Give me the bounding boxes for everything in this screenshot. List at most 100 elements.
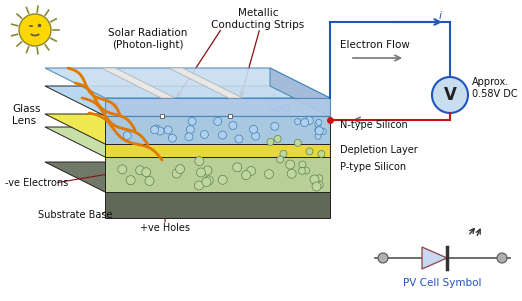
Circle shape — [136, 166, 145, 175]
Circle shape — [151, 126, 159, 134]
Polygon shape — [270, 127, 330, 192]
Circle shape — [271, 95, 277, 101]
Circle shape — [318, 150, 325, 157]
Circle shape — [169, 134, 176, 142]
Text: Electron Flow: Electron Flow — [340, 40, 410, 50]
Circle shape — [123, 132, 131, 140]
Circle shape — [195, 157, 204, 166]
Circle shape — [269, 109, 276, 115]
Circle shape — [302, 167, 310, 174]
Circle shape — [378, 253, 388, 263]
Circle shape — [294, 119, 301, 125]
Polygon shape — [160, 114, 164, 118]
Circle shape — [204, 176, 213, 185]
Circle shape — [252, 132, 259, 140]
Circle shape — [432, 77, 468, 113]
Text: Solar Radiation
(Photon-light): Solar Radiation (Photon-light) — [108, 28, 188, 50]
Circle shape — [200, 130, 208, 138]
Circle shape — [126, 176, 135, 185]
Text: N-type Silicon: N-type Silicon — [340, 120, 408, 130]
Text: +ve Holes: +ve Holes — [140, 223, 190, 233]
Circle shape — [235, 135, 243, 143]
Circle shape — [145, 176, 154, 185]
Circle shape — [188, 117, 196, 125]
Circle shape — [312, 182, 321, 191]
Circle shape — [267, 138, 274, 145]
Text: -ve Electrons: -ve Electrons — [5, 178, 68, 188]
Circle shape — [316, 119, 322, 125]
Polygon shape — [422, 247, 447, 269]
Circle shape — [287, 169, 296, 178]
Polygon shape — [228, 114, 232, 118]
Circle shape — [299, 161, 306, 168]
Circle shape — [196, 168, 206, 177]
Circle shape — [156, 127, 164, 135]
Circle shape — [195, 181, 204, 190]
Circle shape — [246, 166, 256, 175]
Circle shape — [213, 117, 222, 126]
Polygon shape — [45, 86, 330, 116]
Circle shape — [19, 14, 51, 46]
Circle shape — [142, 168, 151, 177]
Text: Depletion Layer: Depletion Layer — [340, 145, 418, 155]
Circle shape — [175, 165, 185, 174]
Circle shape — [265, 170, 274, 178]
Circle shape — [219, 131, 227, 139]
Text: P-type Silicon: P-type Silicon — [340, 162, 406, 172]
Circle shape — [280, 150, 287, 157]
Polygon shape — [101, 68, 175, 98]
Circle shape — [164, 126, 172, 134]
Polygon shape — [105, 192, 330, 218]
Polygon shape — [169, 68, 243, 98]
Polygon shape — [45, 68, 330, 98]
Circle shape — [316, 181, 323, 188]
Circle shape — [186, 126, 194, 134]
Polygon shape — [270, 86, 330, 144]
Circle shape — [316, 175, 323, 182]
Polygon shape — [105, 157, 330, 192]
Text: Approx.
0.58V DC: Approx. 0.58V DC — [472, 77, 518, 99]
Circle shape — [497, 253, 507, 263]
Polygon shape — [105, 144, 330, 157]
Text: i: i — [438, 11, 442, 21]
Polygon shape — [105, 116, 330, 144]
Circle shape — [271, 122, 279, 130]
Circle shape — [242, 171, 251, 180]
Circle shape — [315, 127, 323, 135]
Polygon shape — [270, 162, 330, 218]
Circle shape — [294, 139, 301, 146]
Text: PV Cell Symbol: PV Cell Symbol — [403, 278, 481, 288]
Circle shape — [305, 116, 313, 125]
Circle shape — [218, 175, 227, 184]
Text: Metallic
Conducting Strips: Metallic Conducting Strips — [211, 8, 305, 29]
Circle shape — [310, 175, 319, 184]
Circle shape — [203, 166, 212, 175]
Circle shape — [277, 156, 283, 163]
Circle shape — [320, 129, 326, 135]
Circle shape — [152, 125, 160, 133]
Circle shape — [250, 125, 257, 133]
Circle shape — [185, 133, 193, 141]
Polygon shape — [270, 114, 330, 157]
Polygon shape — [45, 127, 330, 157]
Circle shape — [202, 177, 211, 186]
Circle shape — [315, 133, 321, 139]
Circle shape — [306, 148, 313, 155]
Polygon shape — [45, 162, 330, 192]
Text: Substrate Base: Substrate Base — [38, 210, 112, 220]
Circle shape — [301, 119, 309, 127]
Text: Glass
Lens: Glass Lens — [12, 104, 41, 126]
Polygon shape — [105, 98, 330, 116]
Circle shape — [233, 163, 242, 172]
Circle shape — [315, 127, 321, 133]
Circle shape — [286, 160, 295, 169]
Circle shape — [172, 169, 181, 178]
Circle shape — [118, 165, 127, 174]
Circle shape — [229, 122, 237, 129]
Polygon shape — [270, 68, 330, 116]
Text: V: V — [444, 86, 456, 104]
Circle shape — [276, 106, 282, 112]
Polygon shape — [45, 114, 330, 144]
Circle shape — [299, 167, 305, 174]
Circle shape — [274, 135, 281, 142]
